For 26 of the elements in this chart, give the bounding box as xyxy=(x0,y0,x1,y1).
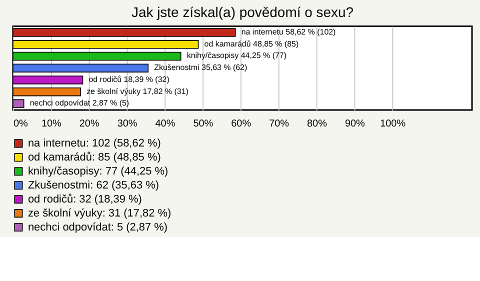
x-tick-label: 0% xyxy=(13,118,28,130)
x-tick-label: 20% xyxy=(79,118,100,130)
x-tick-label: 50% xyxy=(193,118,214,130)
x-tick-label: 90% xyxy=(344,118,366,130)
legend-label: knihy/časopisy: 77 (44,25 %) xyxy=(28,165,168,178)
legend-label: na internetu: 102 (58,62 %) xyxy=(28,137,161,150)
x-tick-label: 80% xyxy=(306,118,328,130)
data-label: nechci odpovídat 2,87 % (5) xyxy=(30,98,130,108)
x-tick-label: 100% xyxy=(380,118,406,130)
legend-label: od kamarádů: 85 (48,85 %) xyxy=(28,151,161,164)
legend-label: Zkušenostmi: 62 (35,63 %) xyxy=(28,179,160,192)
data-label: ze školní výuky 17,82 % (31) xyxy=(86,86,189,96)
data-label: od kamarádů 48,85 % (85) xyxy=(204,39,299,48)
chart-title: Jak jste získal(a) povědomí o sexu? xyxy=(131,4,354,20)
x-tick-label: 40% xyxy=(155,118,176,130)
data-label: na internetu 58,62 % (102) xyxy=(241,28,336,37)
data-label: od rodičů 18,39 % (32) xyxy=(88,74,170,84)
data-label: Zkušenostmi 35,63 % (62) xyxy=(154,63,248,72)
x-tick-label: 10% xyxy=(41,118,62,130)
x-tick-label: 30% xyxy=(117,118,138,130)
legend-label: nechci odpovídat: 5 (2,87 %) xyxy=(28,221,168,234)
legend-label: ze školní výuky: 31 (17,82 %) xyxy=(28,207,172,220)
x-tick-label: 70% xyxy=(269,118,290,130)
data-label: knihy/časopisy 44,25 % (77) xyxy=(186,51,287,60)
legend-label: od rodičů: 32 (18,39 %) xyxy=(28,193,142,206)
x-tick-label: 60% xyxy=(231,118,252,130)
